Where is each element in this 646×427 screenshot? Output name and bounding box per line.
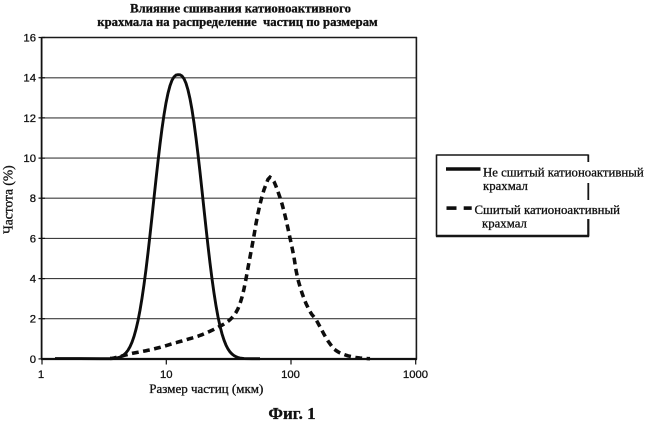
svg-text:10: 10	[23, 153, 36, 165]
svg-text:1: 1	[38, 369, 44, 381]
svg-text:6: 6	[30, 233, 36, 245]
svg-text:2: 2	[30, 314, 36, 326]
svg-text:8: 8	[30, 193, 36, 205]
svg-text:Размер частиц (мкм): Размер частиц (мкм)	[149, 381, 263, 396]
svg-text:1000: 1000	[403, 369, 428, 381]
svg-text:4: 4	[30, 274, 36, 286]
svg-text:Частота (%): Частота (%)	[1, 165, 16, 234]
svg-text:16: 16	[23, 32, 36, 44]
svg-text:крахмал: крахмал	[482, 217, 527, 231]
svg-text:Влияние сшивания катионоактивн: Влияние сшивания катионоактивного	[130, 2, 351, 16]
svg-text:0: 0	[30, 354, 36, 366]
svg-text:12: 12	[23, 113, 36, 125]
svg-text:10: 10	[160, 369, 173, 381]
svg-text:Сшитый катионоактивный: Сшитый катионоактивный	[475, 203, 621, 217]
svg-text:крахмал: крахмал	[483, 179, 528, 193]
svg-text:Не сшитый катионоактивный: Не сшитый катионоактивный	[483, 166, 644, 180]
svg-text:Фиг. 1: Фиг. 1	[268, 404, 315, 423]
svg-text:100: 100	[281, 369, 300, 381]
svg-text:крахмала на распределение час: крахмала на распределение частиц по разм…	[97, 15, 378, 29]
svg-text:14: 14	[23, 73, 36, 85]
